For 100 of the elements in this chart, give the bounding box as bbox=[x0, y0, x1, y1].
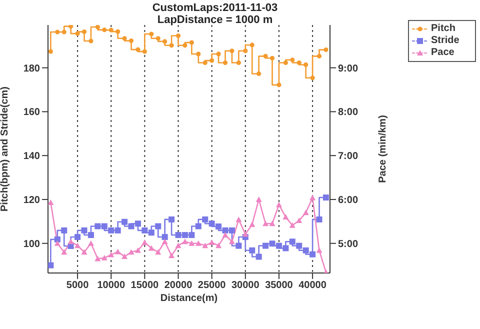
point bbox=[128, 223, 134, 230]
point bbox=[168, 252, 175, 258]
point bbox=[222, 60, 228, 66]
point bbox=[202, 242, 208, 248]
point bbox=[289, 222, 296, 228]
point bbox=[81, 249, 88, 255]
point bbox=[155, 223, 162, 230]
point bbox=[101, 254, 108, 260]
point bbox=[108, 227, 114, 234]
point bbox=[168, 216, 175, 222]
point bbox=[148, 245, 154, 251]
x-tick-label: 20000 bbox=[164, 280, 193, 292]
point bbox=[310, 251, 316, 258]
point bbox=[290, 58, 295, 62]
point bbox=[94, 256, 101, 262]
point bbox=[122, 254, 128, 260]
point bbox=[256, 71, 262, 76]
point bbox=[94, 223, 101, 230]
point bbox=[276, 242, 282, 249]
y2-tick-label: 6:00 bbox=[338, 195, 358, 206]
point bbox=[256, 254, 262, 260]
point bbox=[283, 60, 288, 66]
y-tick-label: 180 bbox=[23, 63, 40, 74]
x-axis-title: Distance(m) bbox=[160, 293, 218, 304]
point bbox=[242, 231, 248, 237]
point bbox=[282, 214, 289, 220]
y2-tick-label: 8:00 bbox=[338, 107, 358, 118]
point bbox=[228, 227, 235, 234]
point bbox=[68, 238, 74, 244]
y2-tick-label: 7:00 bbox=[338, 151, 358, 162]
point bbox=[296, 242, 302, 249]
point bbox=[74, 234, 81, 240]
point bbox=[269, 220, 276, 226]
point bbox=[62, 30, 66, 34]
point bbox=[276, 82, 282, 88]
y-axis-title: Pitch(bpm) and Stride(cm) bbox=[0, 86, 11, 212]
point bbox=[210, 58, 214, 63]
y2-axis-title: Pace (min/km) bbox=[378, 115, 389, 183]
point bbox=[310, 76, 315, 80]
x-tick-label: 35000 bbox=[265, 280, 294, 292]
point bbox=[188, 240, 195, 246]
point bbox=[316, 54, 322, 58]
point bbox=[176, 33, 181, 38]
point bbox=[148, 230, 154, 236]
x-tick-label: 5000 bbox=[66, 280, 90, 292]
point bbox=[162, 39, 168, 44]
point bbox=[230, 48, 234, 54]
point bbox=[208, 220, 215, 227]
y-tick-label: 140 bbox=[23, 151, 40, 162]
point bbox=[61, 227, 68, 234]
x-tick-label: 25000 bbox=[198, 280, 226, 292]
y2-tick-label: 9:00 bbox=[338, 63, 358, 74]
point bbox=[324, 48, 328, 52]
point bbox=[169, 43, 174, 48]
point bbox=[88, 232, 94, 238]
point bbox=[289, 238, 296, 245]
point bbox=[156, 36, 160, 41]
point bbox=[108, 252, 114, 258]
point bbox=[216, 223, 222, 230]
point bbox=[88, 240, 94, 246]
point bbox=[182, 238, 188, 244]
point bbox=[256, 196, 262, 202]
x-tick-label: 15000 bbox=[130, 280, 160, 292]
point bbox=[236, 216, 242, 222]
point bbox=[102, 28, 107, 32]
point bbox=[269, 240, 276, 247]
point bbox=[101, 223, 108, 230]
point bbox=[149, 32, 154, 36]
x-tick-label: 30000 bbox=[231, 280, 260, 292]
point bbox=[48, 49, 53, 54]
point bbox=[228, 238, 235, 244]
y-tick-label: 160 bbox=[23, 107, 40, 118]
x-tick-label: 10000 bbox=[97, 280, 126, 292]
point bbox=[136, 47, 140, 52]
point bbox=[55, 30, 60, 34]
point bbox=[54, 240, 60, 246]
y-tick-label: 120 bbox=[23, 195, 40, 206]
point bbox=[114, 248, 121, 254]
point bbox=[68, 25, 74, 29]
point bbox=[282, 245, 289, 252]
point bbox=[188, 232, 195, 238]
point bbox=[216, 52, 221, 56]
y-tick-label: 100 bbox=[23, 238, 40, 250]
point bbox=[122, 218, 128, 225]
point bbox=[195, 223, 202, 230]
point bbox=[249, 221, 256, 227]
legend-label: Pitch bbox=[431, 23, 456, 35]
point bbox=[189, 40, 194, 45]
y2-tick-label: 5:00 bbox=[338, 238, 358, 250]
point bbox=[122, 36, 127, 41]
x-tick-label: 40000 bbox=[298, 280, 327, 292]
point bbox=[270, 56, 275, 60]
point bbox=[236, 242, 242, 249]
point bbox=[310, 194, 316, 200]
point bbox=[243, 48, 248, 54]
point bbox=[262, 242, 269, 249]
point bbox=[175, 242, 182, 248]
point bbox=[250, 42, 254, 48]
point bbox=[81, 227, 88, 234]
point bbox=[128, 249, 134, 255]
